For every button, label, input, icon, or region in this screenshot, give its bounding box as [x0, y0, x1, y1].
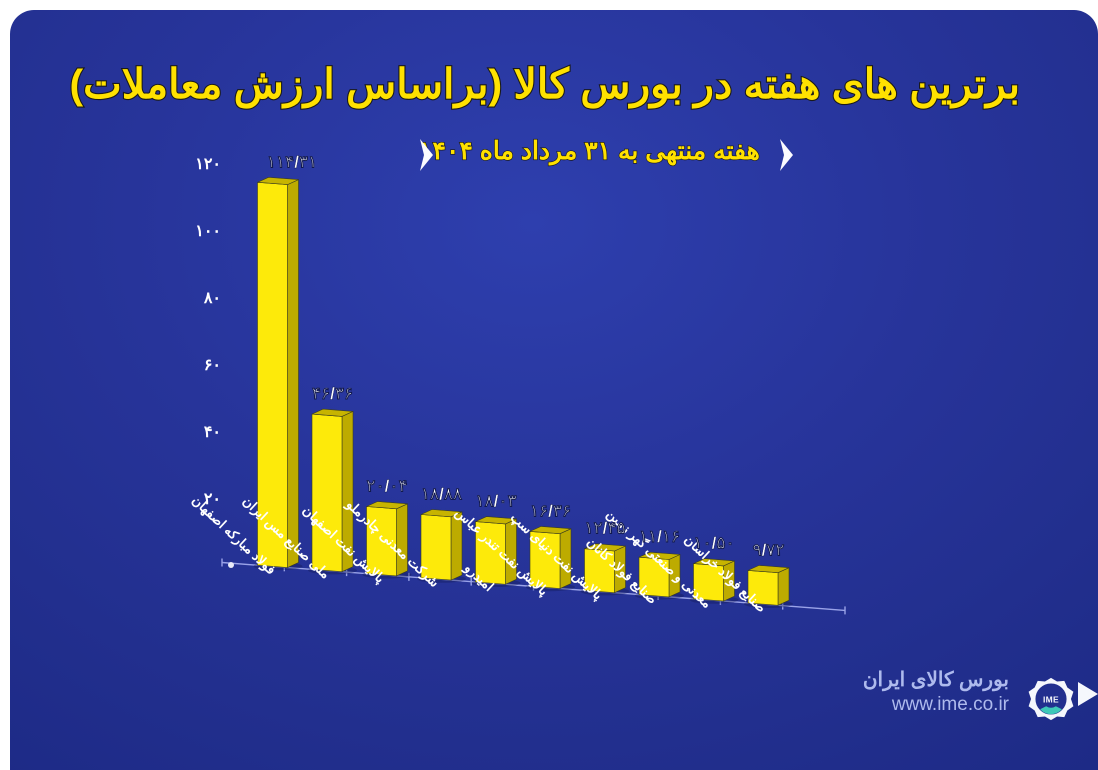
svg-text:۴۶/۳۶: ۴۶/۳۶ [312, 384, 353, 403]
svg-text:۶۰: ۶۰ [204, 357, 221, 374]
svg-text:۱۱۴/۳۱: ۱۱۴/۳۱ [267, 152, 317, 171]
svg-text:۱۱/۱۶: ۱۱/۱۶ [639, 527, 680, 546]
svg-text:۱۲۰: ۱۲۰ [195, 156, 221, 173]
svg-text:۱۲/۴۵: ۱۲/۴۵ [584, 519, 625, 538]
svg-text:۲۰: ۲۰ [204, 491, 221, 508]
svg-text:۱۰/۵۰: ۱۰/۵۰ [693, 534, 734, 553]
svg-text:۴۰: ۴۰ [204, 424, 221, 441]
svg-text:۸۰: ۸۰ [203, 290, 221, 307]
svg-text:IME: IME [1043, 695, 1059, 705]
svg-text:۱۸/۸۸: ۱۸/۸۸ [421, 485, 463, 504]
svg-text:۲۰/۰۴: ۲۰/۰۴ [366, 477, 407, 496]
svg-text:۱۰۰: ۱۰۰ [195, 223, 221, 240]
svg-text:۱۶/۳۶: ۱۶/۳۶ [530, 501, 571, 520]
svg-text:۱۸/۰۳: ۱۸/۰۳ [475, 492, 516, 511]
svg-text:۹/۷۲: ۹/۷۲ [752, 540, 784, 559]
